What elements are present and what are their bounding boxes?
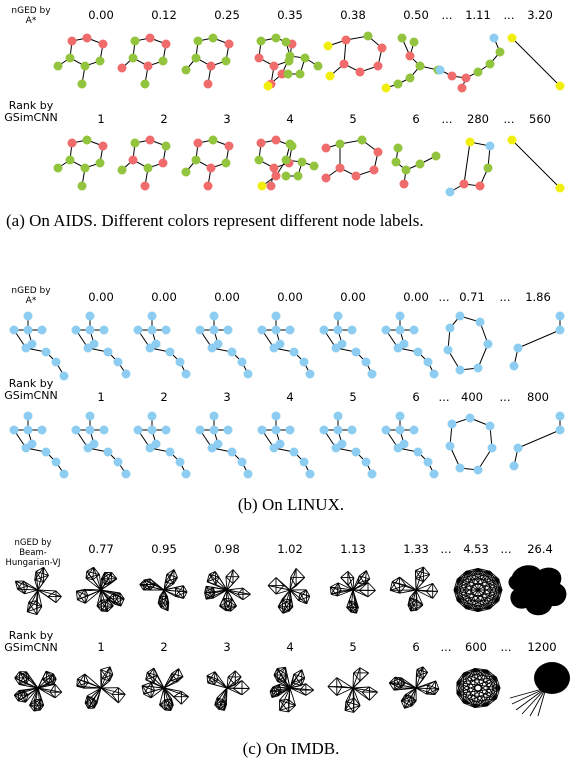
linux-nged-value: 0.00 <box>277 290 303 304</box>
aids-header-label: nGED by A* <box>11 6 51 26</box>
linux-rank-value: 1 <box>97 390 105 404</box>
aids-graph-row-bottom <box>53 135 565 197</box>
aids-rank-value: 1 <box>97 112 105 126</box>
imdb-ellipsis: ... <box>440 542 452 556</box>
aids-rank-value: 2 <box>160 112 168 126</box>
aids-nged-value: 0.35 <box>277 8 303 22</box>
aids-nged-value: 1.11 <box>465 8 491 22</box>
linux-caption: (b) On LINUX. <box>237 495 345 514</box>
aids-ellipsis: ... <box>441 112 453 126</box>
aids-graph-row-top <box>53 31 565 93</box>
aids-rank-value: 6 <box>412 112 420 126</box>
linux-graph-row-top <box>9 311 565 381</box>
linux-rank-value: 5 <box>349 390 357 404</box>
imdb-rank-value: 4 <box>286 640 294 654</box>
linux-ellipsis: ... <box>438 290 450 304</box>
aids-nged-value: 0.12 <box>151 8 177 22</box>
imdb-rank-value: 2 <box>160 640 168 654</box>
linux-header-label: nGED by A* <box>11 286 51 306</box>
imdb-nged-value: 0.98 <box>214 542 240 556</box>
aids-rank-value: 5 <box>349 112 357 126</box>
panel-aids: nGED by A* 0.00 0.12 0.25 0.35 0.38 0.50… <box>0 0 582 262</box>
linux-ellipsis: ... <box>438 390 450 404</box>
panel-imdb: nGED by Beam- Hungarian-VJ 0.77 0.95 0.9… <box>0 528 582 769</box>
linux-rank-value: 3 <box>223 390 231 404</box>
imdb-ellipsis: ... <box>440 640 452 654</box>
linux-nged-value: 0.00 <box>214 290 240 304</box>
aids-rank-value: 560 <box>529 112 551 126</box>
panel-linux: nGED by A* 0.00 0.00 0.00 0.00 0.00 0.00… <box>0 282 582 522</box>
linux-rank-value: 800 <box>527 390 549 404</box>
imdb-ellipsis: ... <box>500 542 512 556</box>
imdb-nged-value: 4.53 <box>463 542 489 556</box>
imdb-nged-value: 1.33 <box>403 542 429 556</box>
linux-graph-row-bottom <box>9 411 565 479</box>
aids-rank-label: Rank by GSimCNN <box>4 99 58 124</box>
aids-nged-value: 0.50 <box>403 8 429 22</box>
aids-nged-value: 0.25 <box>214 8 240 22</box>
aids-ellipsis: ... <box>503 8 515 22</box>
linux-rank-value: 6 <box>412 390 420 404</box>
aids-ellipsis: ... <box>503 112 515 126</box>
imdb-rank-value: 3 <box>223 640 231 654</box>
aids-nged-value: 0.00 <box>88 8 114 22</box>
aids-caption: (a) On AIDS. Different colors represent … <box>6 211 424 230</box>
aids-nged-value: 0.38 <box>340 8 366 22</box>
imdb-nged-value: 26.4 <box>527 542 553 556</box>
linux-rank-value: 400 <box>461 390 483 404</box>
linux-nged-value: 0.71 <box>459 290 485 304</box>
imdb-nged-value: 0.95 <box>151 542 177 556</box>
linux-nged-value: 0.00 <box>403 290 429 304</box>
aids-rank-value: 280 <box>467 112 489 126</box>
aids-rank-value: 3 <box>223 112 231 126</box>
aids-rank-value: 4 <box>286 112 294 126</box>
imdb-caption: (c) On IMDB. <box>242 739 340 758</box>
linux-ellipsis: ... <box>499 290 511 304</box>
imdb-nged-value: 1.13 <box>340 542 366 556</box>
linux-rank-label: Rank by GSimCNN <box>4 377 58 402</box>
imdb-rank-value: 6 <box>412 640 420 654</box>
imdb-nged-value: 1.02 <box>277 542 303 556</box>
aids-ellipsis: ... <box>441 8 453 22</box>
linux-rank-value: 4 <box>286 390 294 404</box>
imdb-rank-value: 5 <box>349 640 357 654</box>
linux-nged-value: 0.00 <box>88 290 114 304</box>
aids-nged-value: 3.20 <box>527 8 553 22</box>
imdb-nged-value: 0.77 <box>88 542 114 556</box>
linux-rank-value: 2 <box>160 390 168 404</box>
imdb-ellipsis: ... <box>500 640 512 654</box>
imdb-rank-value: 600 <box>465 640 487 654</box>
imdb-header-label: nGED by Beam- Hungarian-VJ <box>5 538 61 568</box>
imdb-rank-value: 1 <box>97 640 105 654</box>
imdb-graph-row-bottom <box>13 662 570 717</box>
linux-nged-value: 0.00 <box>340 290 366 304</box>
linux-ellipsis: ... <box>499 390 511 404</box>
linux-nged-value: 0.00 <box>151 290 177 304</box>
linux-nged-value: 1.86 <box>525 290 551 304</box>
imdb-graph-row-top <box>14 565 567 616</box>
imdb-rank-value: 1200 <box>527 640 557 654</box>
imdb-rank-label: Rank by GSimCNN <box>4 629 58 654</box>
